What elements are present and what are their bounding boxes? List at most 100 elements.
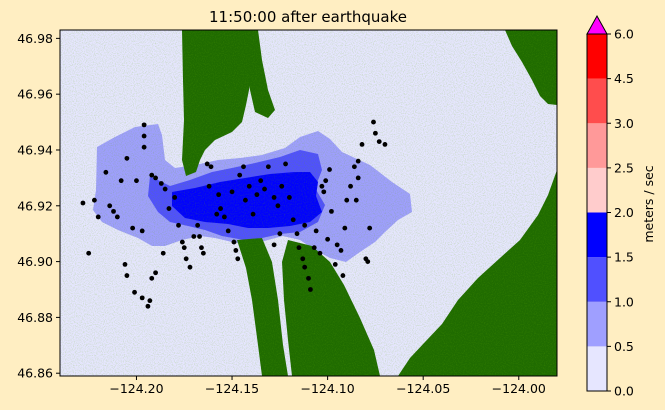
gauge-point (176, 222, 181, 228)
gauge-point (279, 183, 285, 189)
x-tick-label: −124.15 (205, 381, 259, 396)
gauge-point (199, 245, 204, 251)
gauge-point (359, 142, 365, 147)
colorbar-segment (587, 212, 607, 258)
y-tick-label: 46.92 (17, 198, 53, 213)
gauge-point (351, 164, 357, 170)
gauge-point (149, 172, 155, 178)
gauge-point (233, 248, 239, 253)
x-tick-label: −124.00 (492, 381, 546, 396)
gauge-point (141, 144, 147, 150)
gauge-point (124, 273, 130, 278)
gauge-point (353, 197, 359, 203)
gauge-point (277, 231, 283, 237)
gauge-point (332, 261, 338, 267)
colorbar-tick-label: 3.0 (614, 116, 634, 131)
gauge-point (107, 203, 113, 209)
gauge-point (183, 256, 189, 262)
gauge-point (225, 228, 231, 234)
colorbar-tick-label: 6.0 (614, 27, 634, 42)
gauge-point (302, 264, 308, 270)
gauge-point (338, 248, 344, 253)
colorbar: 0.0 0.5 1.0 1.5 2.0 2.5 3.0 4.5 6.0 (586, 14, 634, 399)
colorbar-tick-label: 2.5 (614, 160, 634, 175)
gauge-point (229, 189, 235, 195)
gauge-point (118, 178, 124, 184)
gauge-point (111, 208, 116, 214)
gauge-point (246, 183, 252, 189)
gauge-point (286, 195, 292, 200)
colorbar-segment (587, 123, 607, 168)
gauge-point (367, 225, 373, 231)
gauge-point (290, 217, 296, 223)
gauge-point (195, 222, 201, 228)
gauge-point (172, 195, 178, 200)
gauge-point (250, 211, 256, 217)
gauge-point (95, 214, 101, 220)
land-texture (60, 30, 557, 376)
gauge-point (254, 192, 260, 198)
colorbar-segment (587, 257, 607, 302)
gauge-point (348, 183, 353, 189)
colorbar-label: meters / sec (641, 165, 656, 242)
gauge-point (319, 183, 325, 189)
gauge-point (271, 195, 277, 200)
plot-area (59, 29, 558, 377)
gauge-point (139, 228, 145, 234)
gauge-point (283, 161, 288, 167)
colorbar-tick-label: 4.5 (614, 71, 634, 86)
gauge-point (160, 250, 166, 256)
x-tick-label: −124.05 (396, 381, 450, 396)
gauge-point (162, 186, 168, 192)
gauge-point (218, 206, 223, 211)
colorbar-tick-label: 0.0 (614, 384, 634, 399)
gauge-point (145, 303, 151, 309)
gauge-point (141, 122, 147, 128)
gauge-point (86, 250, 92, 256)
y-tick-label: 46.90 (17, 254, 53, 269)
gauge-point (313, 228, 319, 234)
gauge-point (114, 214, 120, 220)
gauge-point (235, 256, 241, 262)
gauge-point (204, 161, 210, 167)
gauge-points (80, 119, 388, 309)
colorbar-tick-label: 1.0 (614, 294, 634, 309)
y-tick-label: 46.96 (17, 87, 53, 102)
gauge-point (373, 130, 378, 136)
gauge-point (275, 203, 281, 209)
gauge-point (200, 250, 206, 256)
y-axis: 46.86 46.88 46.90 46.92 46.94 46.96 46.98 (17, 31, 60, 381)
gauge-point (243, 197, 248, 203)
gauge-point (355, 175, 361, 181)
x-tick-label: −124.10 (301, 381, 355, 396)
gauge-point (323, 178, 329, 184)
colorbar-segment (587, 301, 607, 347)
gauge-point (296, 245, 302, 251)
y-tick-label: 46.88 (17, 310, 53, 325)
gauge-point (300, 256, 306, 262)
gauge-point (308, 287, 313, 292)
gauge-point (294, 231, 300, 237)
x-axis: −124.20 −124.15 −124.10 −124.05 −124.00 (109, 376, 546, 396)
gauge-point (231, 239, 237, 245)
gauge-point (216, 192, 222, 198)
gauge-point (130, 225, 136, 231)
gauge-point (376, 139, 382, 145)
x-tick-label: −124.20 (109, 381, 163, 396)
gauge-point (321, 189, 327, 195)
map-layers (60, 30, 557, 376)
gauge-point (187, 264, 193, 270)
gauge-point (327, 167, 332, 172)
chart-title: 11:50:00 after earthquake (209, 8, 407, 26)
gauge-point (153, 175, 158, 181)
gauge-point (197, 234, 202, 239)
colorbar-segment (587, 34, 607, 79)
gauge-point (191, 234, 197, 239)
gauge-point (181, 245, 187, 251)
gauge-point (258, 178, 264, 184)
gauge-point (271, 242, 277, 248)
gauge-point (179, 239, 185, 245)
gauge-point (355, 158, 361, 164)
gauge-point (237, 172, 243, 178)
